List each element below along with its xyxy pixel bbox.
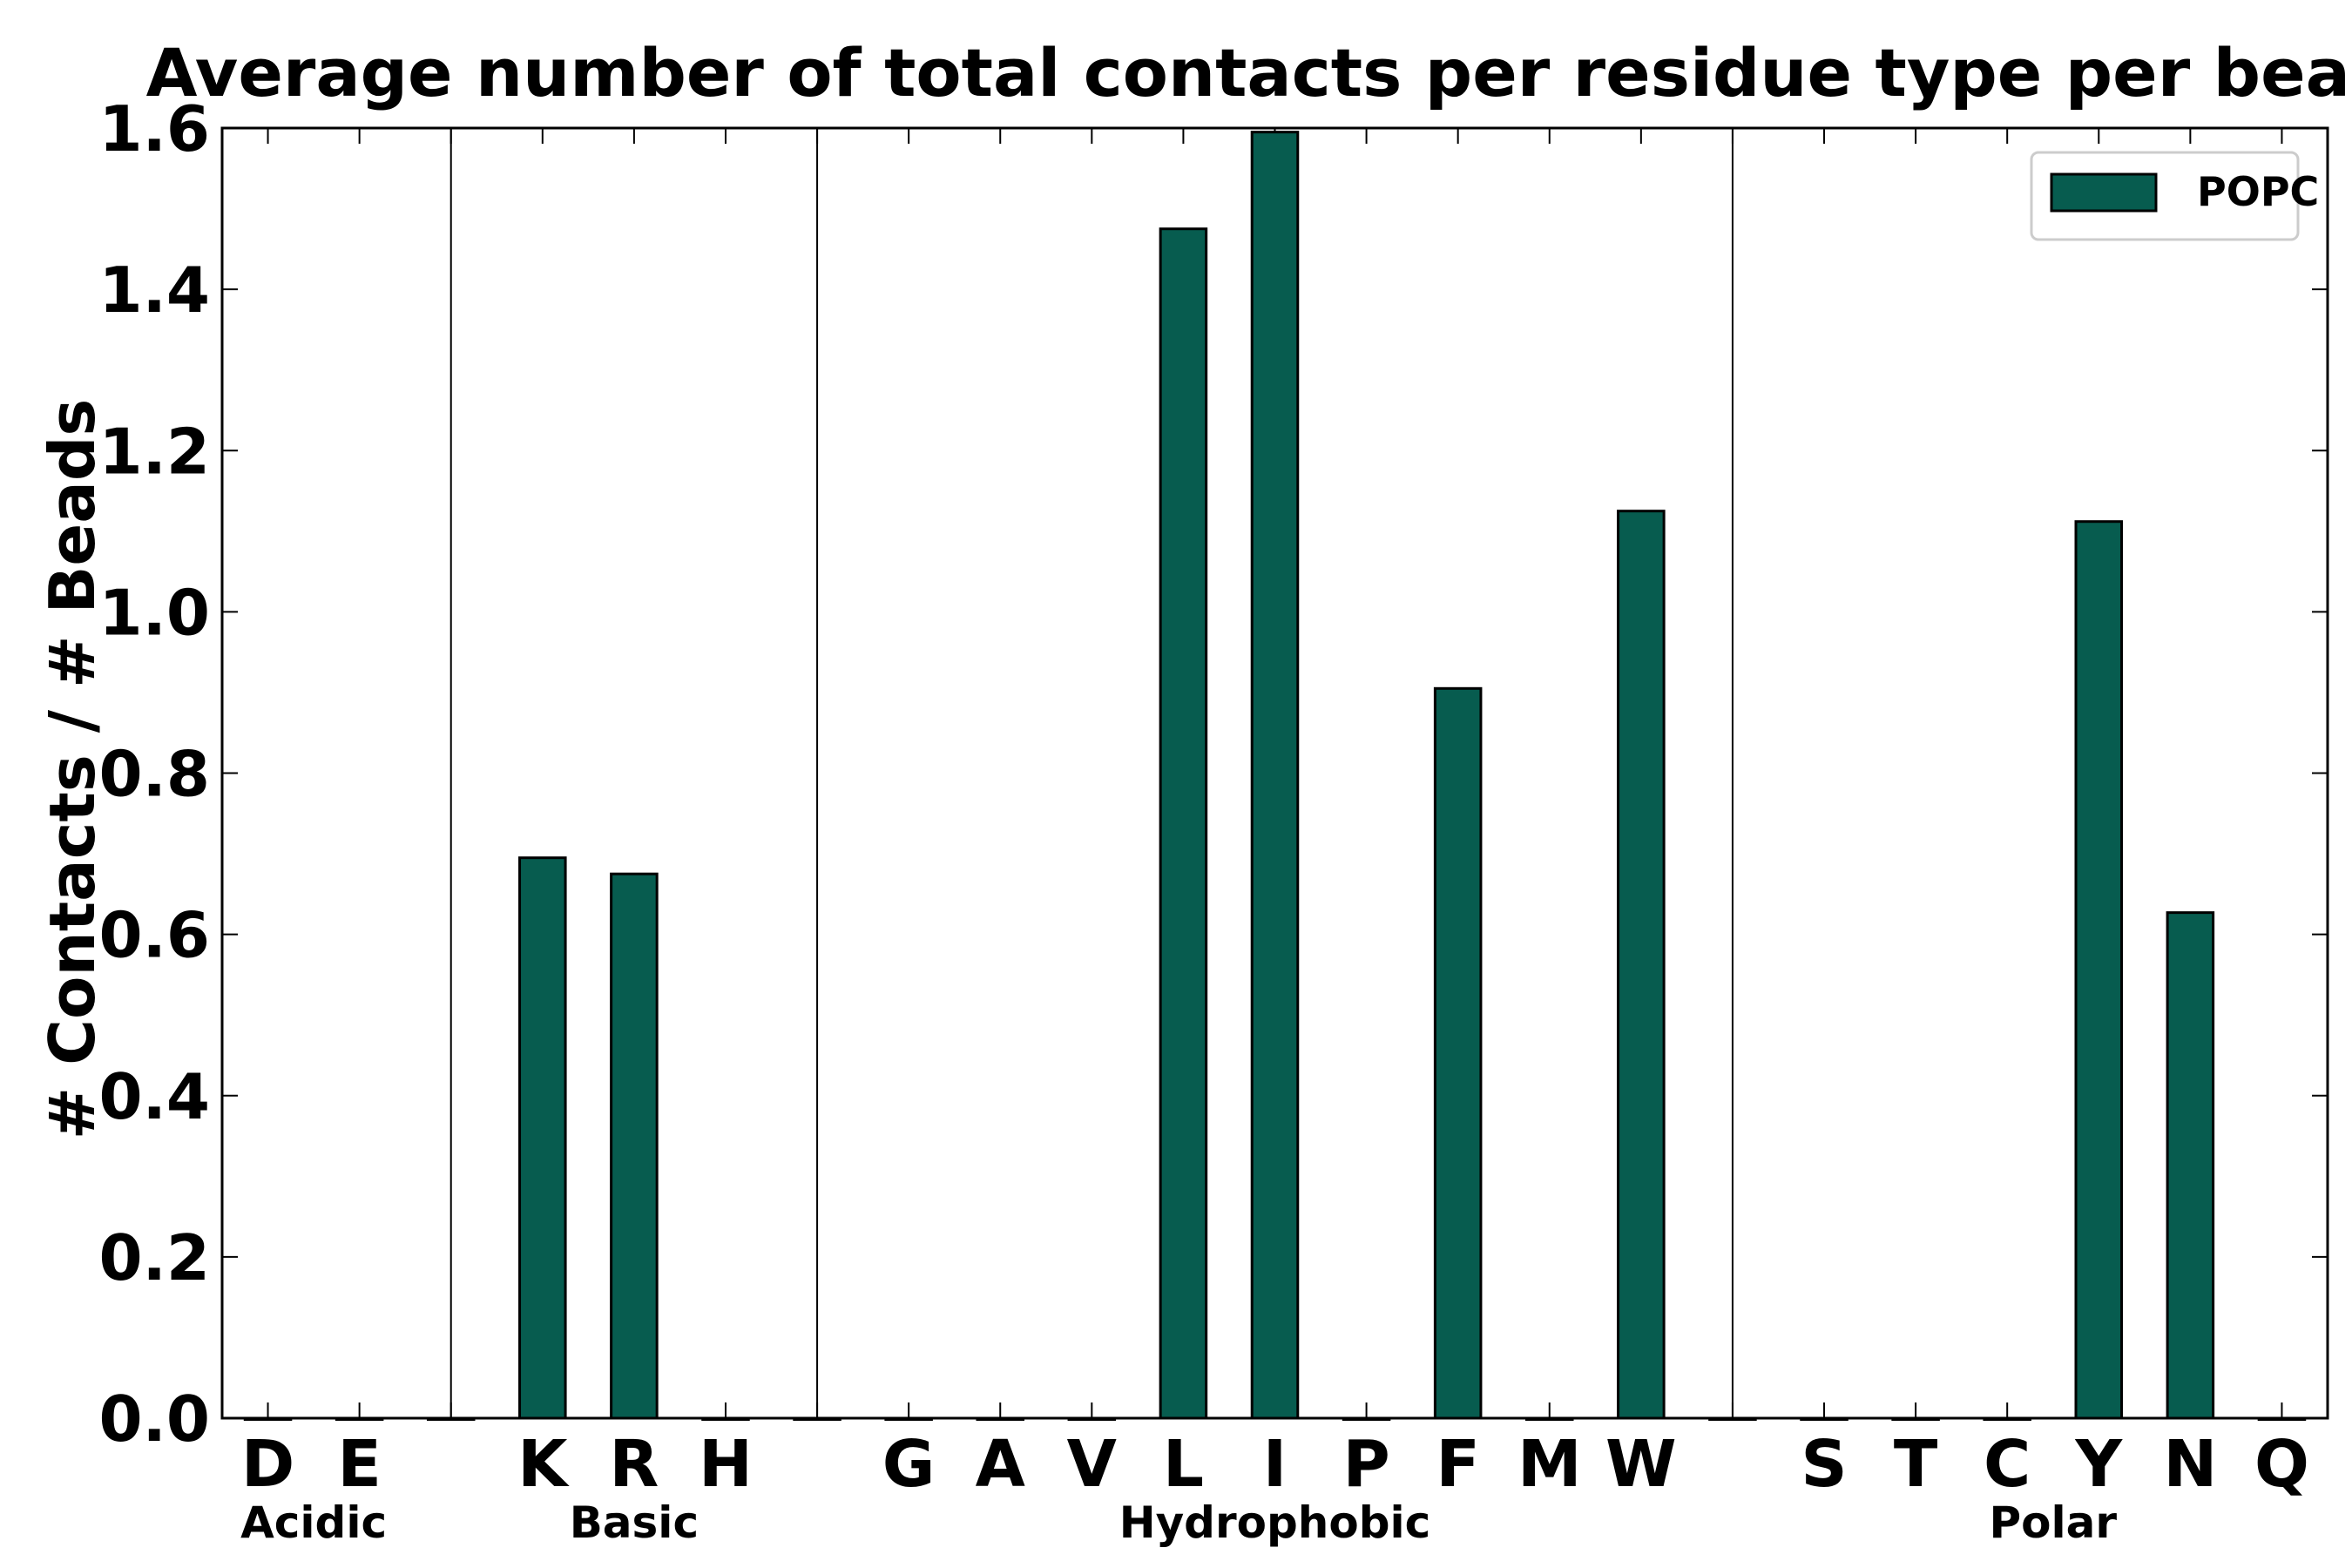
y-axis-label: # Contacts / # Beads	[36, 399, 109, 1139]
group-label-polar: Polar	[1989, 1497, 2117, 1548]
bar-I	[1250, 131, 1300, 1420]
y-tick-label-7: 1.4	[98, 253, 210, 327]
x-tick-label-N: N	[2163, 1427, 2217, 1502]
x-tick-label-A: A	[976, 1427, 1025, 1502]
bar-P	[1342, 1416, 1391, 1421]
x-tick-label-M: M	[1517, 1427, 1582, 1502]
bar-Q	[2257, 1416, 2307, 1421]
x-tick-label-R: R	[609, 1427, 659, 1502]
plot-area: 0.0 0.2 0.4 0.6 0.8 1.0 1.2 1.4 1.6 D E K R H G A V L I P F M…	[98, 92, 2329, 1548]
x-tick-label-Y: Y	[2074, 1427, 2123, 1502]
x-tick-label-W: W	[1605, 1427, 1677, 1502]
x-tick-label-K: K	[517, 1427, 570, 1502]
bar-D	[243, 1416, 293, 1421]
bar-V	[1067, 1416, 1117, 1421]
group-label-hydrophobic: Hydrophobic	[1119, 1497, 1431, 1548]
group-label-acidic: Acidic	[240, 1497, 387, 1548]
x-tick-label-H: H	[699, 1427, 753, 1502]
bar-N	[2166, 911, 2215, 1420]
group-label-basic: Basic	[570, 1497, 699, 1548]
bar-A	[976, 1416, 1025, 1421]
bar-S	[1800, 1416, 1848, 1421]
y-tick-label-1: 0.2	[98, 1221, 210, 1294]
x-tick-label-D: D	[241, 1427, 294, 1502]
bar-gap-2	[426, 1416, 476, 1421]
bar-H	[701, 1416, 750, 1421]
bar-R	[610, 872, 659, 1420]
y-tick-label-4: 0.8	[98, 738, 210, 811]
y-tick-label-0: 0.0	[98, 1382, 210, 1456]
x-tick-label-I: I	[1263, 1427, 1288, 1502]
x-tick-label-G: G	[882, 1427, 936, 1502]
bar-F	[1433, 686, 1483, 1420]
bar-gap-6	[793, 1416, 841, 1421]
x-tick-label-T: T	[1894, 1427, 1938, 1502]
bar-Y	[2074, 520, 2124, 1420]
legend-label-popc: POPC	[2197, 168, 2319, 215]
bar-gap-16	[1708, 1416, 1757, 1421]
bar-K	[518, 856, 567, 1420]
y-tick-label-8: 1.6	[98, 92, 210, 166]
x-tick-label-Q: Q	[2254, 1427, 2309, 1502]
legend: POPC	[2030, 151, 2319, 241]
bar-L	[1159, 227, 1208, 1420]
x-tick-label-L: L	[1163, 1427, 1204, 1502]
chart-title: Average number of total contacts per res…	[146, 34, 2352, 112]
y-tick-label-2: 0.4	[98, 1060, 210, 1133]
y-tick-label-5: 1.0	[98, 576, 210, 649]
x-tick-label-S: S	[1801, 1427, 1847, 1502]
bar-T	[1891, 1416, 1940, 1421]
legend-swatch-popc	[2050, 172, 2158, 213]
x-tick-label-V: V	[1067, 1427, 1117, 1502]
x-tick-label-C: C	[1984, 1427, 2031, 1502]
bar-G	[884, 1416, 933, 1421]
bar-E	[335, 1416, 384, 1421]
x-tick-label-E: E	[337, 1427, 382, 1502]
y-tick-label-6: 1.2	[98, 415, 210, 488]
bar-C	[1983, 1416, 2031, 1421]
bar-M	[1524, 1416, 1574, 1421]
x-tick-label-P: P	[1342, 1427, 1389, 1502]
x-tick-label-F: F	[1436, 1427, 1480, 1502]
bar-W	[1617, 510, 1666, 1420]
y-tick-label-3: 0.6	[98, 899, 210, 972]
